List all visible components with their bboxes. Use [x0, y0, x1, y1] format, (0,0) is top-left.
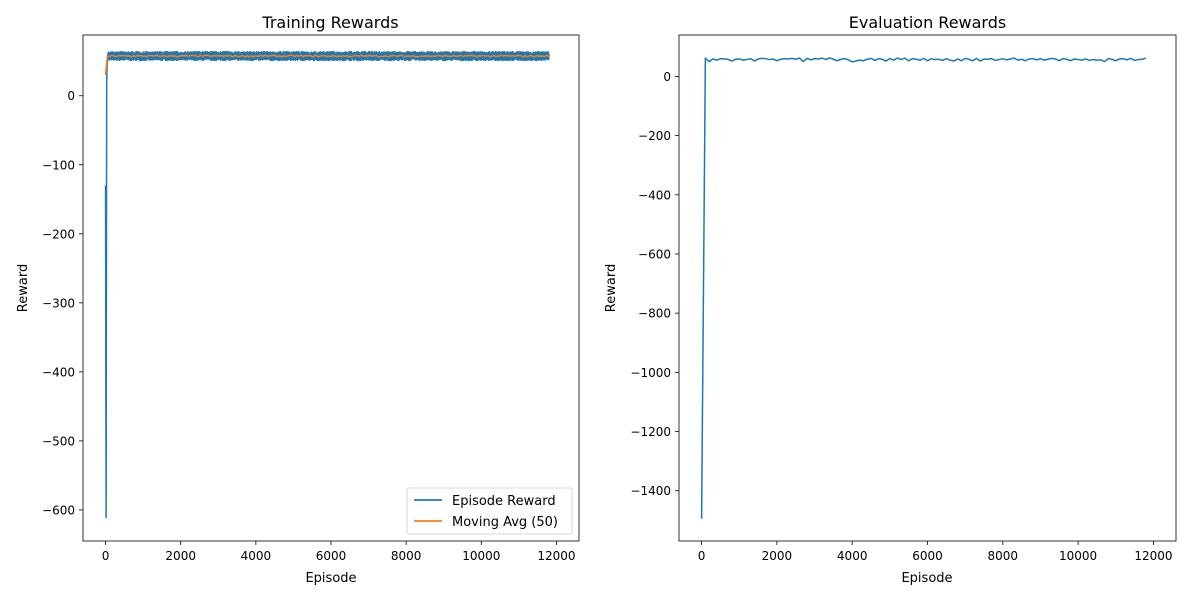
series-line-episode-reward	[104, 50, 550, 519]
training-chart: Training Rewards 0 2000 4000 6000 8000 10000 1…	[16, 13, 580, 586]
y-tick-label: −1000	[630, 366, 671, 380]
moving-avg-line	[104, 54, 550, 76]
evaluation-reward-line	[700, 57, 1147, 519]
training-y-ticks: 0 −100 −200 −300 −400 −500 −600	[42, 89, 83, 517]
y-tick-label: −400	[638, 188, 671, 202]
legend-label-moving-avg: Moving Avg (50)	[452, 515, 558, 530]
series-line-moving-avg	[104, 54, 550, 76]
evaluation-x-axis-label: Episode	[901, 571, 952, 586]
episode-reward-line	[104, 50, 550, 519]
x-tick-label: 8000	[988, 549, 1019, 563]
y-tick-label: −1200	[630, 425, 671, 439]
evaluation-y-ticks: 0 −200 −400 −600 −800 −1000 −1200 −1400	[630, 70, 679, 498]
y-tick-label: −200	[42, 227, 75, 241]
x-tick-label: 10000	[462, 549, 500, 563]
training-chart-title: Training Rewards	[261, 13, 398, 32]
y-tick-label: 0	[67, 89, 75, 103]
evaluation-axes-frame	[678, 34, 1177, 542]
training-legend: Episode Reward Moving Avg (50)	[406, 487, 573, 535]
evaluation-y-axis-label: Reward	[604, 264, 619, 312]
y-tick-label: −300	[42, 296, 75, 310]
x-tick-label: 12000	[1134, 549, 1172, 563]
evaluation-chart-title: Evaluation Rewards	[849, 13, 1006, 32]
x-tick-label: 6000	[316, 549, 347, 563]
x-tick-label: 4000	[837, 549, 868, 563]
evaluation-chart: Evaluation Rewards 0 2000 4000 6000 8000 1000…	[604, 13, 1177, 586]
y-tick-label: −800	[638, 307, 671, 321]
evaluation-x-ticks: 0 2000 4000 6000 8000 10000 12000	[698, 541, 1173, 563]
training-y-axis-label: Reward	[16, 264, 31, 312]
y-tick-label: −1400	[630, 484, 671, 498]
x-tick-label: 4000	[241, 549, 272, 563]
x-tick-label: 2000	[165, 549, 196, 563]
x-tick-label: 0	[102, 549, 110, 563]
training-axes-frame	[82, 34, 580, 542]
y-tick-label: −100	[42, 158, 75, 172]
training-x-axis-label: Episode	[305, 571, 356, 586]
x-tick-label: 2000	[762, 549, 793, 563]
training-plot-area	[104, 50, 550, 519]
legend-box	[406, 487, 573, 535]
x-tick-label: 0	[698, 549, 706, 563]
x-tick-label: 10000	[1059, 549, 1097, 563]
y-tick-label: −200	[638, 129, 671, 143]
x-tick-label: 8000	[391, 549, 422, 563]
series-line-evaluation-reward	[700, 57, 1147, 519]
y-tick-label: −500	[42, 434, 75, 448]
y-tick-label: −600	[42, 503, 75, 517]
legend-label-episode-reward: Episode Reward	[452, 494, 556, 509]
y-tick-label: −400	[42, 365, 75, 379]
y-tick-label: 0	[663, 70, 671, 84]
y-tick-label: −600	[638, 247, 671, 261]
evaluation-plot-area	[700, 57, 1147, 519]
x-tick-label: 12000	[537, 549, 575, 563]
x-tick-label: 6000	[912, 549, 943, 563]
training-x-ticks: 0 2000 4000 6000 8000 10000 12000	[102, 541, 576, 563]
